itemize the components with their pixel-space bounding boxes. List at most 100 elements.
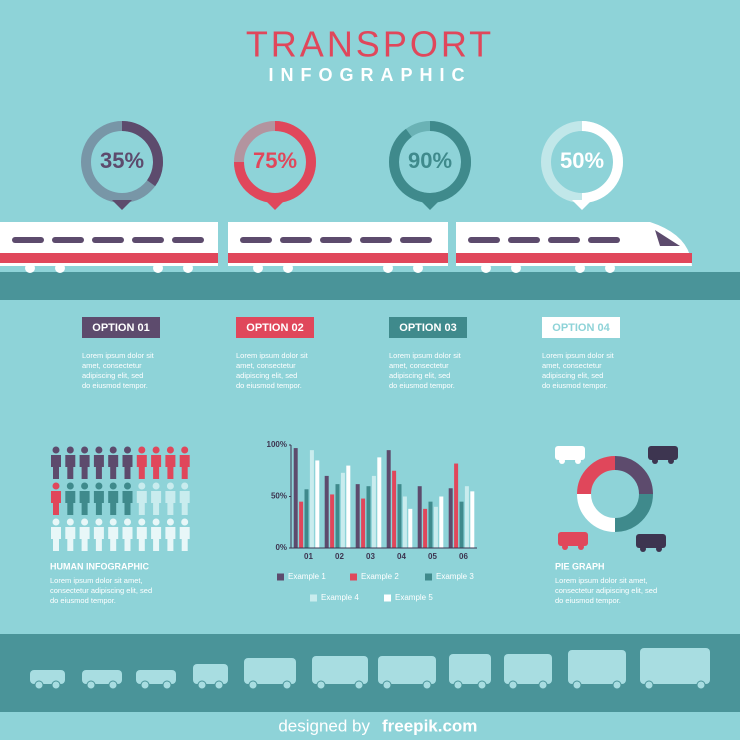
bar xyxy=(340,472,345,548)
person-head xyxy=(95,482,103,490)
wheel xyxy=(153,263,163,273)
footer-vehicle xyxy=(193,664,228,684)
person-body xyxy=(179,491,190,515)
bar xyxy=(371,475,376,548)
person-body xyxy=(65,527,76,551)
gauge-label: 75% xyxy=(253,148,297,173)
bar xyxy=(330,494,335,548)
body-text: Lorem ipsum dolor sit amet, consectetur a… xyxy=(555,576,657,605)
person-head xyxy=(124,482,131,490)
vehicle-icon xyxy=(555,446,585,460)
window xyxy=(12,237,44,243)
wheel xyxy=(25,263,35,273)
wheel xyxy=(511,263,521,273)
gauge-arc xyxy=(234,121,316,203)
footer-vehicle xyxy=(30,670,65,684)
person-head xyxy=(81,482,89,490)
person-head xyxy=(181,446,189,454)
text-line: do eiusmod tempor. xyxy=(555,596,621,605)
legend-label: Example 1 xyxy=(288,572,326,581)
icon-wheel xyxy=(559,458,565,464)
footer-wheel xyxy=(282,680,292,690)
bar xyxy=(335,484,340,548)
person-body xyxy=(93,491,104,515)
person-head xyxy=(109,482,117,490)
text-line: Lorem ipsum dolor sit amet, xyxy=(50,576,143,585)
bar xyxy=(377,457,382,548)
window xyxy=(360,237,392,243)
pie-slice xyxy=(614,493,653,532)
body-text: Lorem ipsum dolor sit amet, consectetur ad… xyxy=(389,351,462,390)
person-head xyxy=(166,518,174,526)
footer-wheel xyxy=(34,680,44,690)
person-body xyxy=(65,455,76,479)
wheel xyxy=(253,263,263,273)
bar xyxy=(315,460,320,548)
person-head xyxy=(124,518,131,526)
window xyxy=(280,237,312,243)
person-body xyxy=(179,455,190,479)
text-line: do eiusmod tempor. xyxy=(236,381,302,390)
footer-wheel xyxy=(477,680,487,690)
person-body xyxy=(165,491,176,515)
bar xyxy=(423,508,428,548)
footer-wheel xyxy=(382,680,392,690)
y-tick-label: 50% xyxy=(271,492,287,501)
x-tick-label: 02 xyxy=(335,552,344,561)
x-tick-label: 05 xyxy=(428,552,437,561)
footer-wheel xyxy=(422,680,432,690)
y-tick-label: 0% xyxy=(275,543,287,552)
footer-wheel xyxy=(86,680,96,690)
legend-label: Example 3 xyxy=(436,572,474,581)
person-body xyxy=(65,491,76,515)
footer-vehicle xyxy=(82,670,122,684)
text-line: do eiusmod tempor. xyxy=(50,596,116,605)
person-head xyxy=(66,518,74,526)
vehicle-icon xyxy=(558,532,588,546)
person-head xyxy=(152,446,160,454)
bar xyxy=(386,450,391,548)
vehicle-icon xyxy=(636,534,666,548)
window xyxy=(132,237,164,243)
window xyxy=(508,237,540,243)
x-tick-label: 06 xyxy=(459,552,468,561)
gauge-arc xyxy=(121,121,163,187)
footer-wheel xyxy=(140,680,150,690)
bar xyxy=(439,496,444,548)
icon-wheel xyxy=(562,544,568,550)
footer-wheel xyxy=(248,680,258,690)
person-body xyxy=(151,455,162,479)
option-label: OPTION 02 xyxy=(246,322,303,334)
footer-wheel xyxy=(316,680,326,690)
person-head xyxy=(66,482,74,490)
footer-vehicle xyxy=(312,656,368,684)
icon-wheel xyxy=(640,546,646,552)
legend-label: Example 2 xyxy=(361,572,399,581)
bar xyxy=(355,484,360,548)
body-text: Lorem ipsum dolor sit amet, consectetur ad… xyxy=(542,351,615,390)
train xyxy=(0,222,740,300)
person-head xyxy=(52,446,60,454)
bar xyxy=(464,486,469,548)
option-label: OPTION 04 xyxy=(552,322,610,334)
person-body xyxy=(51,527,61,551)
legend-swatch xyxy=(350,573,357,581)
pie-slice xyxy=(577,493,616,532)
brand: freepik.com xyxy=(382,716,477,735)
legend-swatch xyxy=(384,594,391,602)
window xyxy=(52,237,84,243)
icon-wheel xyxy=(668,458,674,464)
person-body xyxy=(79,455,90,479)
bar xyxy=(392,470,397,548)
gauge-arc xyxy=(581,121,623,203)
gauge-arc xyxy=(389,121,471,203)
person-body xyxy=(136,527,147,551)
footer-vehicle xyxy=(640,648,710,684)
person-head xyxy=(166,482,174,490)
footer-wheel xyxy=(453,680,463,690)
person-body xyxy=(108,491,119,515)
person-head xyxy=(95,518,103,526)
text-line: adipiscing elit, sed xyxy=(82,371,143,380)
person-body xyxy=(122,527,133,551)
